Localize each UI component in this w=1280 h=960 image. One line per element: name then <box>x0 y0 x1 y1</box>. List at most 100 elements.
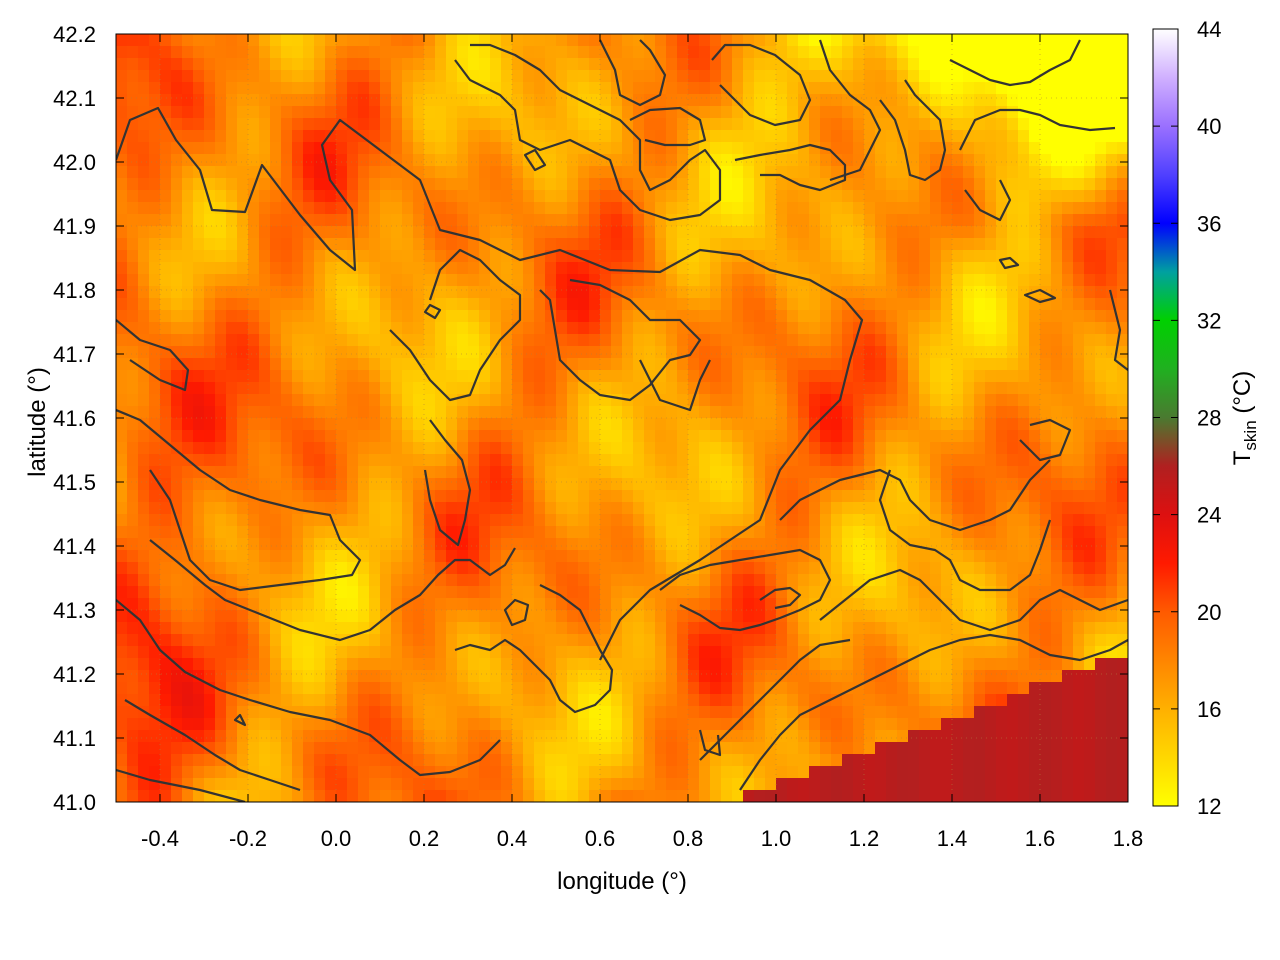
heatmap-cell <box>380 130 392 143</box>
heatmap-cell <box>171 442 183 455</box>
heatmap-cell <box>666 658 678 671</box>
heatmap-cell <box>226 598 238 611</box>
heatmap-cell <box>919 334 931 347</box>
heatmap-cell <box>523 214 535 227</box>
heatmap-cell <box>567 238 579 251</box>
heatmap-cell <box>556 226 568 239</box>
heatmap-cell <box>589 478 601 491</box>
heatmap-cell <box>270 634 282 647</box>
heatmap-cell <box>215 526 227 539</box>
heatmap-cell <box>391 322 403 335</box>
heatmap-cell <box>171 310 183 323</box>
heatmap-cell <box>149 574 161 587</box>
heatmap-cell <box>776 514 788 527</box>
heatmap-cell <box>765 226 777 239</box>
heatmap-cell <box>193 370 205 383</box>
heatmap-cell <box>1040 574 1052 587</box>
heatmap-cell <box>116 658 128 671</box>
heatmap-cell <box>974 454 986 467</box>
heatmap-cell <box>391 82 403 95</box>
heatmap-cell <box>1062 610 1074 623</box>
heatmap-cell <box>424 358 436 371</box>
heatmap-cell <box>270 202 282 215</box>
heatmap-cell <box>446 370 458 383</box>
heatmap-cell <box>578 70 590 83</box>
heatmap-cell <box>424 370 436 383</box>
heatmap-cell <box>776 634 788 647</box>
heatmap-cell <box>127 322 139 335</box>
heatmap-cell <box>325 298 337 311</box>
heatmap-cell <box>1062 274 1074 287</box>
heatmap-cell <box>974 586 986 599</box>
heatmap-cell <box>380 106 392 119</box>
heatmap-cell <box>479 250 491 263</box>
heatmap-cell <box>303 538 315 551</box>
heatmap-cell <box>1062 526 1074 539</box>
heatmap-cell <box>842 118 854 131</box>
heatmap-cell <box>270 322 282 335</box>
heatmap-cell <box>116 670 128 683</box>
heatmap-cell <box>204 502 216 515</box>
heatmap-cell <box>622 118 634 131</box>
heatmap-cell <box>710 202 722 215</box>
heatmap-cell <box>523 238 535 251</box>
heatmap-cell <box>292 226 304 239</box>
heatmap-cell <box>622 382 634 395</box>
heatmap-cell <box>523 418 535 431</box>
heatmap-cell <box>226 394 238 407</box>
heatmap-cell <box>600 478 612 491</box>
heatmap-cell <box>633 346 645 359</box>
heatmap-cell <box>237 658 249 671</box>
heatmap-cell <box>171 586 183 599</box>
heatmap-cell <box>820 622 832 635</box>
heatmap-cell <box>974 502 986 515</box>
heatmap-cell <box>1095 466 1107 479</box>
heatmap-cell <box>908 418 920 431</box>
heatmap-cell <box>149 346 161 359</box>
heatmap-cell <box>160 418 172 431</box>
heatmap-cell <box>259 646 271 659</box>
heatmap-cell <box>1051 34 1063 47</box>
heatmap-cell <box>930 610 942 623</box>
heatmap-cell <box>325 178 337 191</box>
heatmap-cell <box>1106 526 1118 539</box>
heatmap-cell <box>391 430 403 443</box>
heatmap-cell <box>578 634 590 647</box>
heatmap-cell <box>1029 610 1041 623</box>
heatmap-cell <box>952 226 964 239</box>
heatmap-cell <box>226 250 238 263</box>
heatmap-cell <box>853 118 865 131</box>
heatmap-cell <box>545 610 557 623</box>
heatmap-cell <box>303 178 315 191</box>
heatmap-cell <box>710 34 722 47</box>
heatmap-cell <box>1029 58 1041 71</box>
heatmap-cell <box>193 658 205 671</box>
heatmap-cell <box>1073 538 1085 551</box>
heatmap-cell <box>754 574 766 587</box>
heatmap-cell <box>886 106 898 119</box>
heatmap-cell <box>347 178 359 191</box>
heatmap-cell <box>930 658 942 671</box>
heatmap-cell <box>534 430 546 443</box>
heatmap-cell <box>534 442 546 455</box>
heatmap-cell <box>897 466 909 479</box>
heatmap-cell <box>1062 298 1074 311</box>
heatmap-cell <box>171 406 183 419</box>
heatmap-cell <box>413 238 425 251</box>
heatmap-cell <box>138 106 150 119</box>
heatmap-cell <box>633 622 645 635</box>
heatmap-cell <box>369 442 381 455</box>
heatmap-cell <box>413 634 425 647</box>
heatmap-cell <box>446 550 458 563</box>
heatmap-cell <box>501 670 513 683</box>
heatmap-cell <box>633 406 645 419</box>
heatmap-cell <box>1117 646 1128 659</box>
heatmap-cell <box>358 682 370 695</box>
heatmap-cell <box>567 358 579 371</box>
heatmap-cell <box>567 490 579 503</box>
heatmap-cell <box>1029 622 1041 635</box>
heatmap-cell <box>248 670 260 683</box>
heatmap-cell <box>1117 334 1128 347</box>
heatmap-cell <box>523 130 535 143</box>
heatmap-cell <box>930 322 942 335</box>
